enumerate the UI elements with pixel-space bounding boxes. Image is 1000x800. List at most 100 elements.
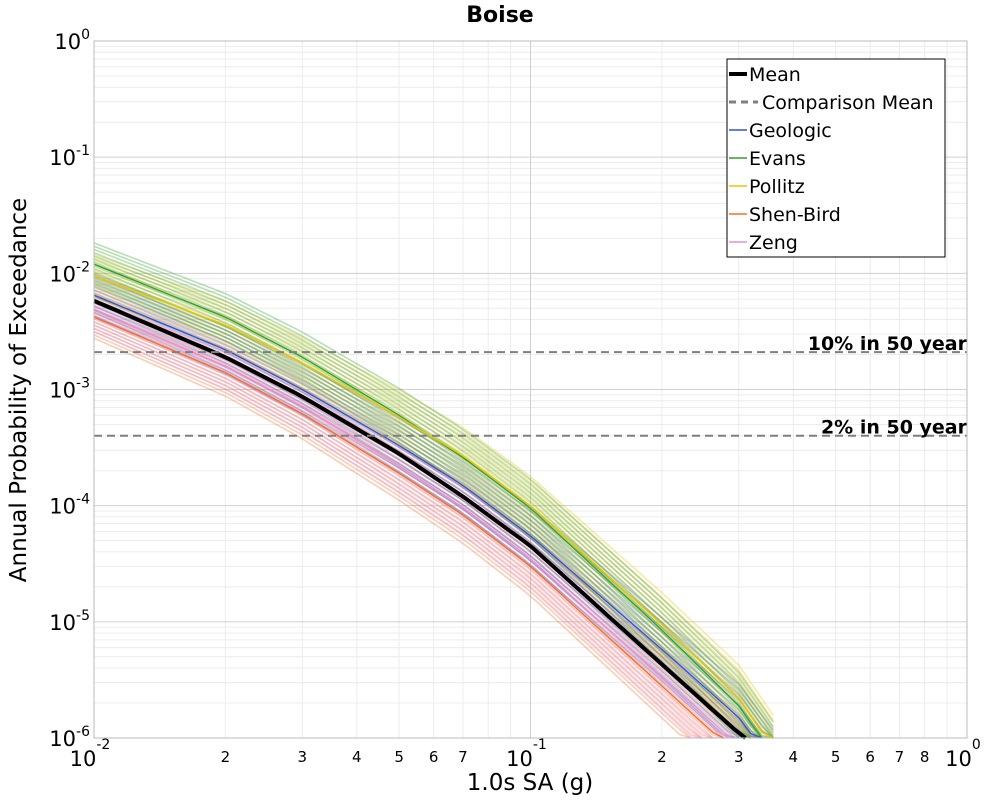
y-tick-label: 10-2 (49, 259, 90, 286)
branch-curve-pollitz (93, 270, 774, 739)
legend-box (726, 58, 946, 258)
branch-curve-geologic (93, 276, 774, 736)
legend-label: Geologic (749, 120, 832, 142)
y-axis-label: Annual Probability of Exceedance (6, 198, 32, 582)
legend-label: Pollitz (749, 176, 805, 198)
branch-curve-evans (93, 248, 774, 734)
branch-curve-pollitz (93, 254, 774, 716)
branch-curve-evans (93, 255, 774, 739)
x-minor-tick-label: 6 (429, 748, 439, 766)
branch-curve-shen-bird (93, 324, 713, 739)
branch-curve-zeng (93, 307, 736, 739)
x-minor-tick-label: 2 (221, 748, 231, 766)
legend: Mean Comparison Mean Geologic Evans Pollitz S… (726, 58, 946, 258)
branch-curve-zeng (93, 327, 702, 739)
branch-curve-pollitz (93, 286, 763, 739)
y-tick-label: 10-3 (49, 376, 90, 403)
branch-curve-shen-bird (93, 334, 691, 739)
y-tick-label: 10-4 (49, 492, 90, 519)
x-minor-tick-label: 4 (352, 748, 362, 766)
series-line-shen-bird (93, 316, 725, 739)
branch-curve-evans (93, 258, 774, 739)
series-line-mean (93, 298, 747, 740)
branch-curve-shen-bird (93, 330, 702, 739)
y-tick-label: 10-5 (49, 608, 90, 635)
branch-curve-zeng (93, 288, 758, 739)
branch-curve-shen-bird (93, 321, 714, 739)
branch-curve-geologic (93, 292, 763, 739)
plot-border (93, 40, 968, 739)
branch-curve-evans (93, 274, 752, 739)
branch-curve-shen-bird (93, 311, 735, 739)
x-minor-tick-label: 7 (895, 748, 905, 766)
legend-label: Mean (749, 64, 801, 86)
x-minor-tick-label: 5 (394, 748, 404, 766)
x-major-tick-label: 100 (945, 737, 981, 771)
x-minor-tick-label: 2 (657, 748, 667, 766)
legend-label: Evans (749, 148, 806, 170)
branch-curve-zeng (93, 311, 735, 739)
branch-curve-pollitz (93, 276, 774, 739)
x-minor-tick-label: 6 (865, 748, 875, 766)
branch-curve-geologic (93, 279, 774, 739)
branch-curve-zeng (93, 324, 713, 739)
branch-curve-geologic (93, 286, 774, 739)
branch-curve-zeng (93, 304, 746, 739)
reference-lines: 10% in 50 year 2% in 50 year (94, 333, 968, 439)
reference-line-label: 2% in 50 year (821, 417, 968, 439)
reference-line-label: 10% in 50 year (808, 333, 968, 355)
branch-curve-shen-bird (93, 298, 758, 739)
branch-curve-pollitz (93, 280, 763, 739)
x-major-tick-label: 10-2 (70, 737, 111, 771)
x-major-tick-label: 10-1 (506, 737, 547, 771)
branch-curve-zeng (93, 330, 702, 739)
branch-curve-geologic (93, 273, 774, 731)
branch-curve-shen-bird (93, 327, 703, 739)
x-minor-tick-label: 5 (831, 748, 841, 766)
x-minor-tick-label: 8 (920, 748, 930, 766)
branch-curve-geologic (93, 289, 763, 739)
y-tick-label: 10-1 (49, 143, 90, 170)
legend-label: Shen-Bird (749, 204, 841, 226)
branch-curve-zeng (93, 317, 724, 739)
branch-curve-evans (93, 252, 774, 739)
series-line-pollitz (93, 275, 774, 739)
legend-label: Comparison Mean (762, 92, 934, 114)
series-lines (93, 263, 774, 740)
branch-curve-pollitz (93, 257, 774, 722)
branch-curve-evans (93, 245, 774, 728)
branch-curve-pollitz (93, 263, 774, 732)
branch-curve-evans (93, 242, 774, 723)
branch-curve-evans (93, 281, 751, 739)
legend-label: Zeng (749, 232, 798, 254)
series-line-geologic (93, 294, 763, 739)
x-minor-tick-label: 3 (297, 748, 307, 766)
branch-curve-zeng (93, 320, 713, 739)
x-minor-tick-label: 3 (734, 748, 744, 766)
x-minor-tick-label: 7 (458, 748, 468, 766)
branch-curve-geologic (93, 295, 763, 739)
series-line-zeng (93, 309, 735, 739)
branch-curve-pollitz (93, 260, 774, 727)
y-tick-label: 10-6 (49, 724, 90, 751)
branch-curve-geologic (93, 282, 774, 739)
branch-curve-shen-bird (93, 317, 724, 739)
branch-curve-evans (93, 278, 752, 739)
y-axis-tick-labels: 100 10-1 10-2 10-3 10-4 10-5 10-6 (49, 27, 90, 751)
branch-curve-evans (93, 268, 763, 739)
branch-curve-zeng (93, 298, 747, 739)
branch-curve-shen-bird (93, 337, 691, 739)
branch-curve-shen-bird (93, 308, 736, 739)
branch-curve-pollitz (93, 283, 763, 739)
x-minor-tick-label: 4 (789, 748, 799, 766)
branch-curve-evans (93, 284, 740, 739)
branch-curve-shen-bird (93, 304, 747, 739)
chart-title: Boise (466, 3, 533, 28)
y-tick-label: 100 (54, 27, 90, 54)
branch-curve-shen-bird (93, 314, 725, 739)
branch-curve-evans (93, 265, 763, 739)
branch-curve-pollitz (93, 289, 752, 739)
x-axis-label: 1.0s SA (g) (467, 770, 594, 796)
